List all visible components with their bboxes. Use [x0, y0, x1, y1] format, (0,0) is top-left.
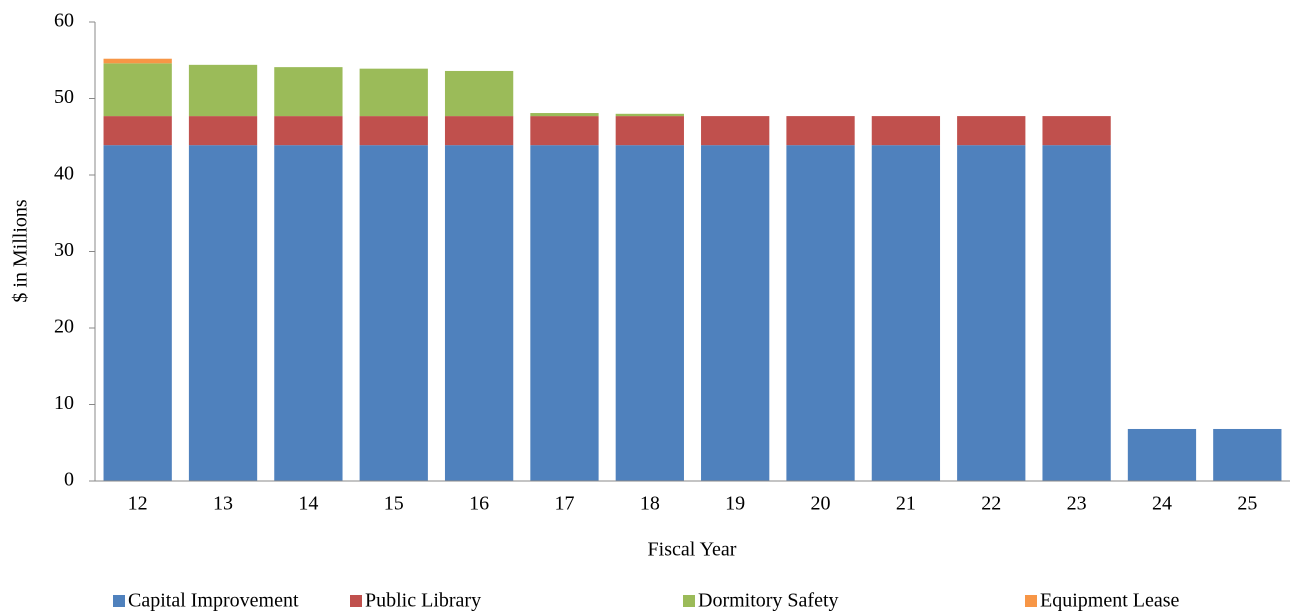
bar-segment	[701, 145, 770, 482]
x-axis-title: Fiscal Year	[648, 539, 737, 561]
x-tick-label: 12	[128, 493, 148, 515]
x-tick-label: 18	[640, 493, 660, 515]
bar-segment	[1042, 145, 1111, 482]
y-tick-label: 10	[54, 392, 74, 414]
bar-segment	[103, 58, 172, 64]
legend-swatch	[1025, 595, 1037, 607]
legend-swatch	[683, 595, 695, 607]
x-tick-label: 25	[1237, 493, 1257, 515]
bar-segment	[530, 116, 599, 146]
y-tick-label: 40	[54, 163, 74, 185]
x-tick-label: 13	[213, 493, 233, 515]
y-tick-label: 60	[54, 10, 74, 32]
bar-segment	[615, 113, 684, 117]
x-tick-label: 14	[298, 493, 318, 515]
bar-segment	[615, 145, 684, 482]
x-tick-label: 23	[1067, 493, 1087, 515]
bar-segment	[274, 67, 343, 117]
bar-segment	[444, 145, 514, 482]
y-tick-label: 0	[64, 469, 74, 491]
bar-segment	[359, 68, 428, 117]
bar-segment	[444, 116, 514, 146]
y-axis-title: $ in Millions	[10, 199, 32, 303]
y-tick-label: 50	[54, 86, 74, 108]
legend-label: Public Library	[365, 590, 481, 612]
x-tick-label: 19	[725, 493, 745, 515]
x-tick-label: 16	[469, 493, 489, 515]
bar-segment	[359, 145, 428, 482]
bar-segment	[359, 116, 428, 146]
bar-segment	[188, 145, 258, 482]
legend-swatch	[350, 595, 362, 607]
bar-segment	[274, 145, 343, 482]
bar-segment	[1042, 116, 1111, 146]
x-tick-label: 15	[384, 493, 404, 515]
bar-segment	[1213, 428, 1282, 481]
bar-segment	[103, 145, 172, 482]
bar-segment	[786, 116, 855, 146]
bar-segment	[871, 145, 941, 482]
x-tick-label: 21	[896, 493, 916, 515]
bar-segment	[188, 64, 258, 117]
legend-label: Capital Improvement	[128, 590, 299, 612]
bar-segment	[103, 63, 172, 117]
bar-segment	[444, 70, 514, 117]
bar-segment	[615, 116, 684, 146]
bar-segment	[957, 145, 1026, 482]
bar-segment	[530, 145, 599, 482]
bar-segment	[274, 116, 343, 146]
legend-label: Equipment Lease	[1040, 590, 1180, 612]
x-tick-label: 17	[554, 493, 574, 515]
y-tick-label: 20	[54, 316, 74, 338]
bar-segment	[957, 116, 1026, 146]
x-tick-label: 24	[1152, 493, 1172, 515]
legend-label: Dormitory Safety	[698, 590, 839, 612]
legend-swatch	[113, 595, 125, 607]
bar-segment	[103, 116, 172, 146]
bar-segment	[530, 113, 599, 117]
x-tick-label: 22	[981, 493, 1001, 515]
bar-segment	[701, 116, 770, 146]
x-tick-label: 20	[811, 493, 831, 515]
bar-segment	[1127, 428, 1197, 481]
bar-segment	[871, 116, 941, 146]
y-tick-label: 30	[54, 239, 74, 261]
bar-segment	[786, 145, 855, 482]
bar-segment	[188, 116, 258, 146]
